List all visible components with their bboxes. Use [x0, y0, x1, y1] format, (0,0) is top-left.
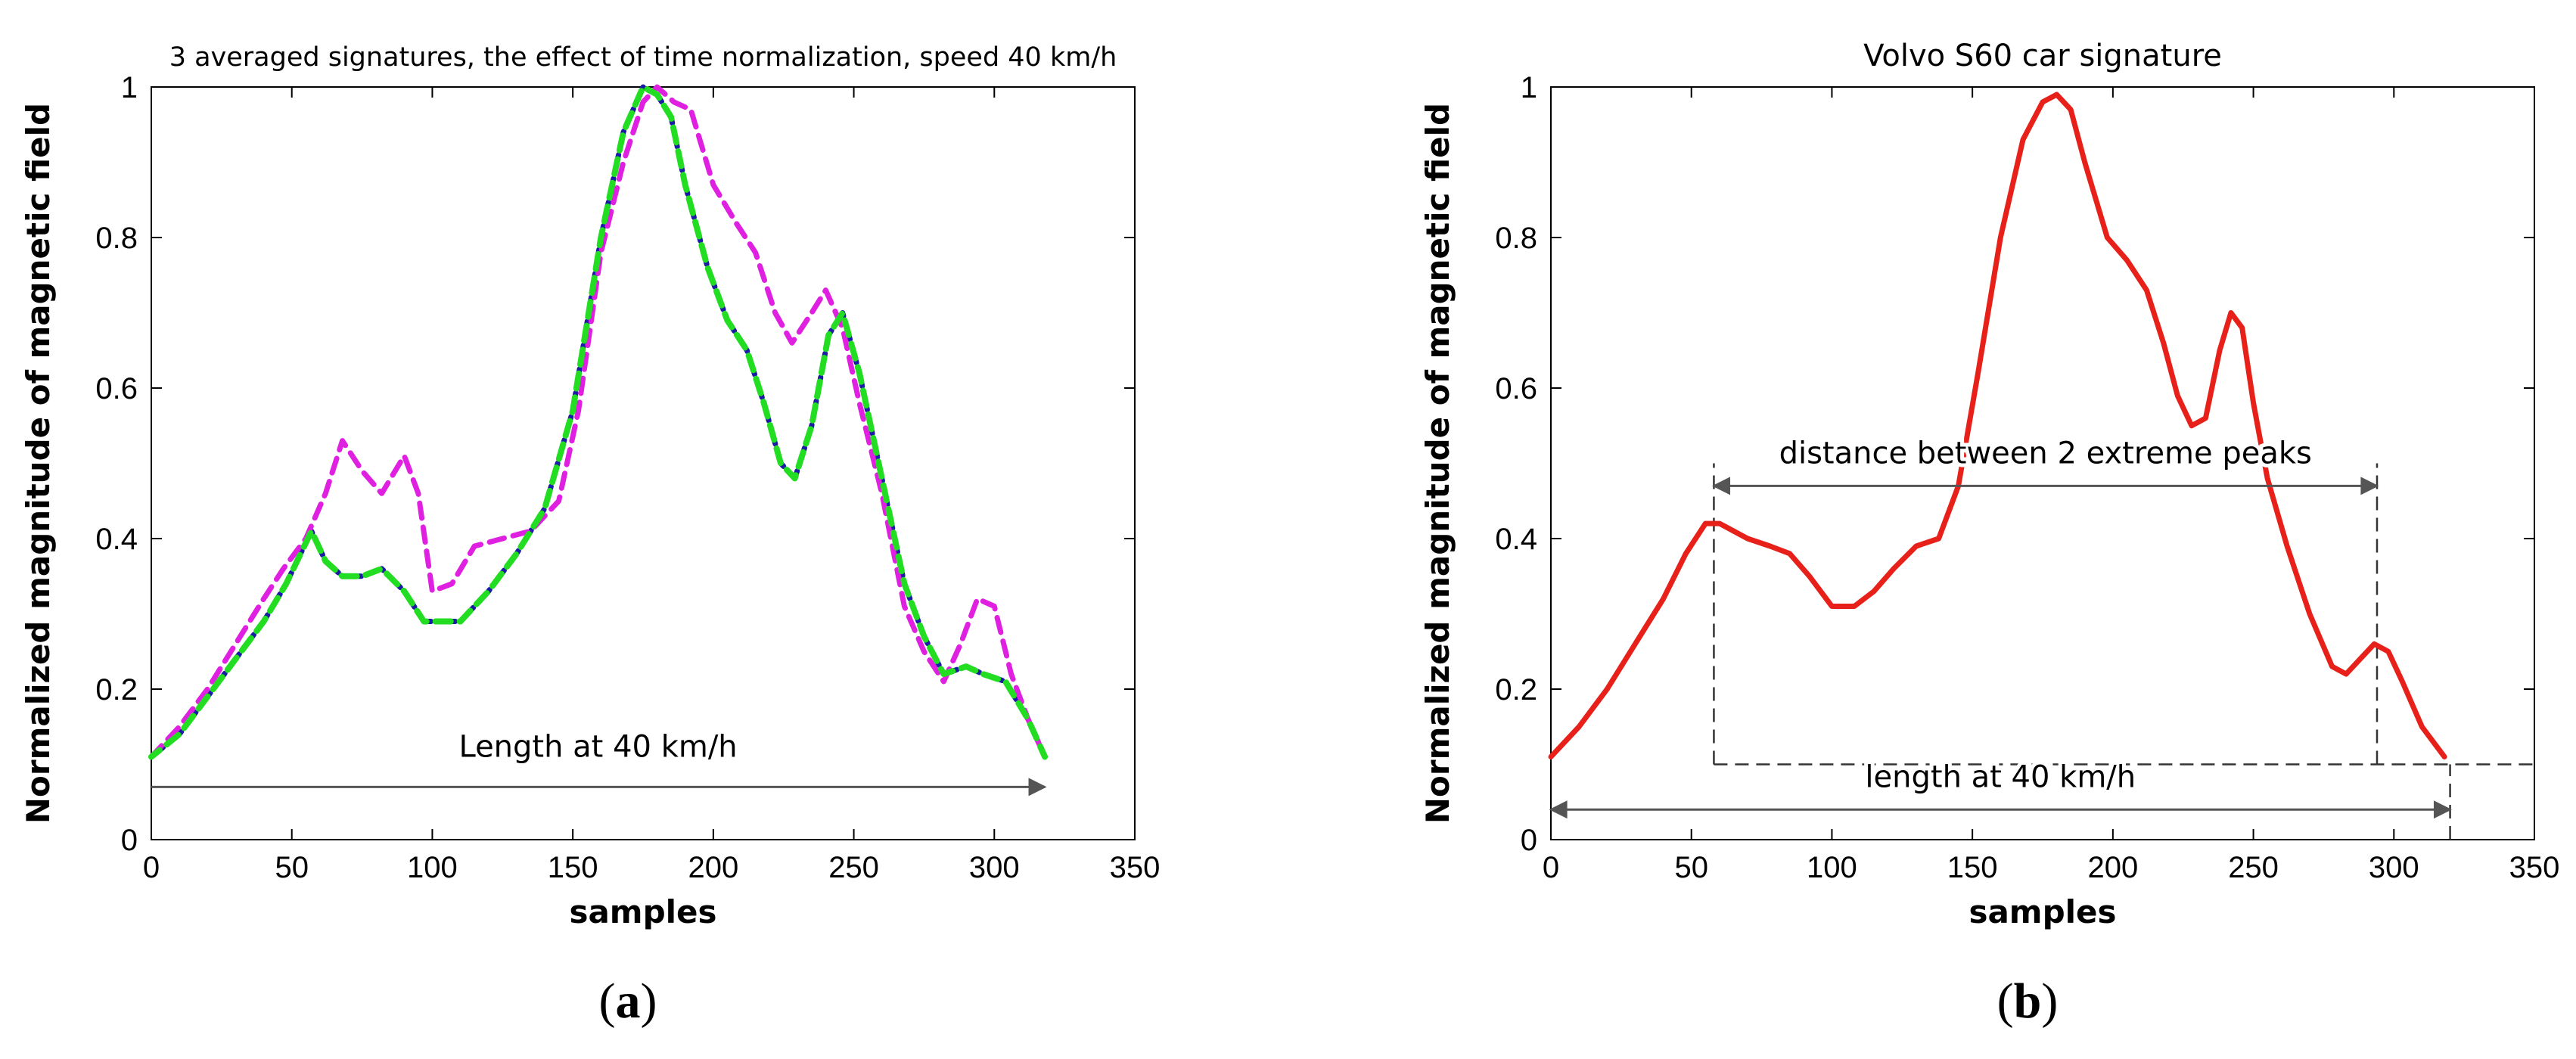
chart-a-series-line: [148, 84, 1049, 760]
chart-a-y-tick-label: 0.2: [95, 673, 138, 707]
chart-b-y-tick-label: 0: [1521, 824, 1537, 857]
chart-b-y-tick-label: 0.4: [1495, 523, 1537, 556]
chart-a-y-tick-label: 0: [121, 824, 138, 857]
chart-a-x-tick-label: 100: [407, 851, 458, 884]
chart-a-x-tick-label: 50: [275, 851, 309, 884]
chart-a-series-line: [148, 84, 1048, 759]
chart-b-plot-frame: [1550, 86, 2535, 840]
chart-a-x-tick-label: 0: [143, 851, 160, 884]
chart-b-svg: 0 50 100 150 200 250 300 350 0 0.2 0.4 0.6 0.8 1 Volvo…: [1419, 39, 2560, 1029]
chart-b-x-tick-label: 200: [2087, 851, 2138, 884]
chart-a-x-tick-label: 350: [1110, 851, 1161, 884]
chart-a-svg: 0 50 100 150 200 250 300 350 0 0.2 0.4 0.6 0.8 1 3 ave…: [20, 42, 1161, 1029]
chart-b-annotation-label: length at 40 km/h: [1865, 759, 2136, 794]
chart-b-x-tick-label: 300: [2369, 851, 2419, 884]
chart-panel-a: 0 50 100 150 200 250 300 350 0 0.2 0.4 0.6 0.8 1 3 ave…: [0, 0, 1286, 1059]
chart-a-title: 3 averaged signatures, the effect of tim…: [169, 42, 1117, 73]
chart-b-y-tick-label: 0.8: [1495, 222, 1537, 255]
chart-a-y-tick-label: 1: [121, 71, 138, 104]
chart-b-x-tick-label: 50: [1674, 851, 1708, 884]
chart-b-x-tick-label: 0: [1543, 851, 1559, 884]
chart-b-x-tick-label: 100: [1807, 851, 1857, 884]
chart-a-x-tick-label: 250: [828, 851, 879, 884]
chart-a-panel-label: (a): [599, 974, 657, 1029]
chart-a-x-tick-label: 150: [548, 851, 598, 884]
chart-b-x-tick-label: 350: [2509, 851, 2560, 884]
chart-a-x-tick-label: 200: [688, 851, 738, 884]
chart-b-x-tick-label: 150: [1947, 851, 1998, 884]
chart-b-annotation-label: distance between 2 extreme peaks: [1779, 436, 2312, 471]
chart-b-x-tick-label: 250: [2228, 851, 2279, 884]
chart-a-plot-frame: [151, 86, 1136, 840]
chart-b-x-axis-label: samples: [1969, 893, 2116, 930]
chart-a-y-axis-label: Normalized magnitude of magnetic field: [20, 103, 57, 824]
chart-panel-b: 0 50 100 150 200 250 300 350 0 0.2 0.4 0.6 0.8 1 Volvo…: [1290, 0, 2576, 1059]
chart-b-series-line: [1548, 92, 2447, 759]
chart-a-x-axis-label: samples: [569, 893, 716, 930]
chart-b-y-axis-label: Normalized magnitude of magnetic field: [1419, 103, 1456, 824]
chart-a-annotation-label: Length at 40 km/h: [458, 730, 737, 765]
chart-a-x-tick-label: 300: [969, 851, 1020, 884]
chart-b-panel-label: (b): [1997, 974, 2059, 1029]
chart-a-series-line: [148, 84, 1048, 759]
chart-a-y-tick-label: 0.8: [95, 222, 138, 255]
chart-b-y-tick-label: 0.6: [1495, 372, 1537, 405]
chart-b-y-tick-label: 1: [1521, 71, 1537, 104]
chart-b-title: Volvo S60 car signature: [1863, 39, 2222, 73]
chart-a-y-tick-label: 0.4: [95, 523, 138, 556]
chart-a-y-tick-label: 0.6: [95, 372, 138, 405]
chart-b-y-tick-label: 0.2: [1495, 673, 1537, 707]
